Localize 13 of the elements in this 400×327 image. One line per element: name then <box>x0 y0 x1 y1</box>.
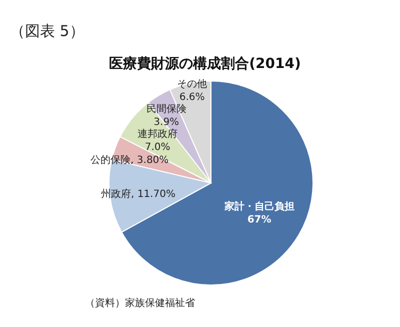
slice-label: 州政府, 11.70% <box>100 188 176 200</box>
text: （図表 5） <box>10 22 84 40</box>
chart-title: 医療費財源の構成割合(2014) <box>109 55 301 72</box>
data-label: 3.9% <box>154 117 180 128</box>
slice-label: 民間保険 <box>146 104 186 116</box>
slice-label: 家計・自己負担 <box>223 200 294 213</box>
slice-label: その他 <box>177 78 208 90</box>
data-label: 6.6% <box>179 92 205 104</box>
slice-label: 連邦政府 <box>138 128 178 140</box>
data-label: 7.0% <box>144 142 170 153</box>
slice-label: 公的保険, 3.80% <box>90 154 169 166</box>
text: （資料）家族保健福祉省 <box>85 297 195 309</box>
data-label: 67% <box>247 214 272 226</box>
